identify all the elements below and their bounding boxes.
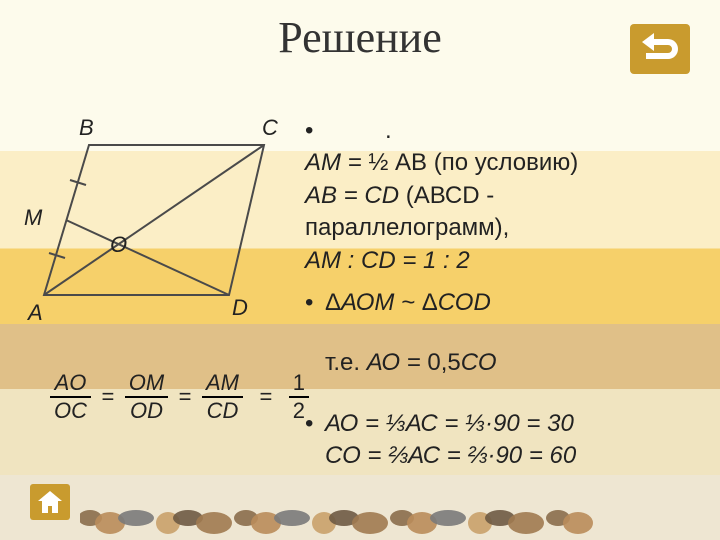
- proof-line-5: т.е. АО = 0,5СО: [305, 347, 705, 379]
- proof-text: • . АМ = ½ АВ (по условию) АВ = СD (АВСD…: [305, 115, 705, 473]
- label-o: O: [110, 232, 127, 258]
- slide-title: Решение: [0, 12, 720, 63]
- proof-line-6: • АО = ⅓АС = ⅓·90 = 30: [305, 408, 705, 440]
- dot-line: .: [325, 115, 392, 147]
- frac-ao-oc: AO OC: [50, 370, 91, 424]
- proof-line-3: АМ : СD = 1 : 2: [305, 245, 705, 277]
- proof-line-1: АМ = ½ АВ (по условию): [305, 147, 705, 179]
- geometry-diagram: A B C D M O: [34, 135, 284, 325]
- frac-am-cd: AM CD: [202, 370, 243, 424]
- back-button[interactable]: [630, 24, 690, 74]
- home-button[interactable]: [30, 484, 70, 520]
- pebble-border: [80, 505, 700, 535]
- ratio-formula: AO OC = OM OD = AM CD = 1 2: [50, 370, 309, 424]
- label-d: D: [232, 295, 248, 321]
- slide: Решение A B C D M O • . АМ = ½ АВ (п: [0, 0, 720, 540]
- frac-half: 1 2: [289, 370, 309, 424]
- proof-line-4: • ΔАОМ ~ ΔСОD: [305, 287, 705, 319]
- label-m: M: [24, 205, 42, 231]
- label-a: A: [28, 300, 43, 326]
- home-icon: [36, 489, 64, 515]
- u-turn-icon: [638, 31, 682, 67]
- eq-3: =: [247, 384, 284, 410]
- proof-line-2: АВ = СD (АВСD - параллелограмм),: [305, 180, 705, 245]
- frac-om-od: OM OD: [125, 370, 168, 424]
- label-b: B: [79, 115, 94, 141]
- proof-bullet-1: • .: [305, 115, 705, 147]
- proof-line-7: СО = ⅔АС = ⅔·90 = 60: [305, 440, 705, 472]
- eq-2: =: [173, 384, 198, 410]
- label-c: C: [262, 115, 278, 141]
- eq-1: =: [95, 384, 120, 410]
